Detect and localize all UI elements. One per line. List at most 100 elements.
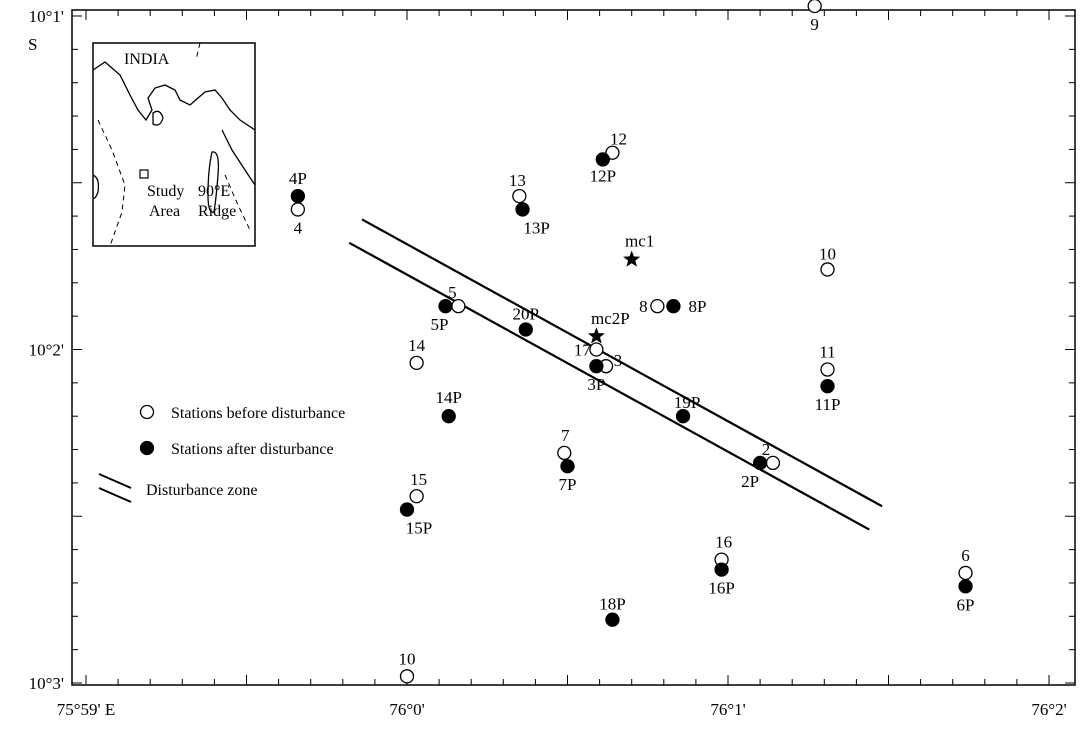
station-before-label: 3	[614, 351, 623, 370]
station-after-label: 7P	[559, 475, 577, 494]
station-after-marker	[958, 579, 973, 594]
station-before-marker	[399, 669, 415, 684]
plot-border	[71, 9, 1076, 686]
station-after-label: 18P	[599, 595, 625, 614]
station-after-marker	[518, 322, 533, 337]
station-before-marker	[807, 0, 822, 14]
inset-ridge-label-1: 90°E	[198, 183, 230, 200]
station-after-marker	[714, 562, 729, 577]
mass-center-label: mc1	[625, 231, 654, 250]
station-before-label: 17	[574, 341, 592, 360]
station-after-label: 12P	[590, 166, 616, 185]
station-after-marker	[399, 502, 415, 517]
station-after-marker	[752, 455, 768, 471]
station-after-label: 20P	[513, 304, 539, 323]
station-before-marker	[512, 188, 527, 204]
y-tick-label: 10°3'	[29, 674, 64, 693]
station-before-label: 13	[509, 171, 526, 190]
station-after-label: 15P	[406, 519, 432, 538]
mass-center-star	[623, 250, 641, 267]
station-after-label: 4P	[289, 169, 307, 188]
axis-labels: 75°59' E 76°0' 76°1' 76°2' 10°1' 10°2' 10°3'	[29, 7, 1067, 719]
station-after-marker	[560, 459, 575, 474]
ridge-outline	[207, 151, 220, 213]
station-before-marker	[650, 298, 665, 314]
station-after-label: 13P	[523, 218, 549, 237]
station-after-label: 6P	[957, 595, 975, 614]
station-before-label: 10	[819, 244, 836, 263]
inset-dashed-left	[97, 119, 126, 247]
station-after-marker	[515, 202, 530, 217]
station-after-label: 3P	[587, 375, 605, 394]
y-hemisphere-label: S	[28, 35, 37, 54]
mass-center-label: mc2P	[591, 309, 630, 328]
disturbance-zone-line1	[361, 218, 883, 508]
x-tick-label: 75°59' E	[57, 700, 116, 719]
station-before-label: 6	[961, 546, 970, 565]
station-after-marker	[441, 409, 456, 424]
mass-center-star	[587, 327, 605, 344]
x-tick-label: 76°2'	[1031, 700, 1066, 719]
legend-before-label: Stations before disturbance	[171, 405, 345, 422]
station-before-label: 16	[715, 533, 732, 552]
station-before-label: 15	[410, 470, 427, 489]
disturbance-zone-line2	[348, 241, 870, 531]
station-after-label: 8P	[688, 297, 706, 316]
inset-study-label-2: Area	[149, 203, 180, 220]
station-after-label: 11P	[815, 395, 841, 414]
station-after-marker	[589, 359, 604, 374]
station-before-marker	[589, 342, 604, 357]
x-tick-label: 76°0'	[389, 700, 424, 719]
station-before-label: 8	[639, 297, 648, 316]
station-before-label: 4	[294, 218, 303, 237]
stations: 9 12 13 4 10 5 8 17 3 14 11 7 2 15 16 6 10 12P 4P 13P 5P 8P 20…	[289, 0, 975, 684]
study-area-marker	[139, 169, 149, 179]
station-before-marker	[290, 202, 306, 217]
station-after-label: 16P	[708, 579, 734, 598]
y-tick-label: 10°2'	[29, 341, 64, 360]
station-before-label: 5	[448, 283, 457, 302]
inset-study-label-1: Study	[147, 183, 184, 200]
inset-country-label: INDIA	[124, 51, 170, 68]
station-after-marker	[438, 298, 453, 314]
station-before-label: 10	[399, 649, 416, 668]
station-after-marker	[675, 409, 691, 424]
station-before-marker	[820, 262, 835, 277]
inset-dashed-right	[195, 42, 251, 231]
station-before-label: 7	[561, 426, 570, 445]
map-frame	[71, 9, 1076, 686]
station-after-label: 2P	[741, 472, 759, 491]
station-before-marker	[765, 455, 781, 471]
station-after-marker	[595, 152, 610, 167]
legend: Stations before disturbance Stations aft…	[98, 404, 345, 503]
legend-after-label: Stations after disturbance	[171, 441, 334, 458]
station-before-marker	[409, 355, 424, 370]
station-after-label: 5P	[431, 315, 449, 334]
inset-ridge-label-2: Ridge	[198, 203, 236, 220]
station-before-label: 2	[762, 440, 771, 459]
station-before-marker	[409, 489, 424, 504]
station-after-marker	[290, 188, 306, 204]
legend-after-marker	[139, 440, 155, 456]
inset-frame	[92, 42, 256, 247]
station-before-marker	[820, 362, 835, 377]
inset-map: INDIA Study Area 90°E Ridge	[92, 42, 256, 247]
sri-lanka-outline	[92, 174, 100, 200]
station-after-label: 14P	[435, 388, 461, 407]
y-tick-label: 10°1'	[29, 7, 64, 26]
station-after-marker	[666, 298, 681, 314]
station-before-label: 14	[408, 336, 426, 355]
station-before-marker	[958, 565, 973, 581]
inset-island	[152, 110, 164, 126]
legend-zone-label: Disturbance zone	[146, 482, 258, 499]
legend-zone-line-2	[98, 487, 132, 503]
station-before-label: 12	[610, 130, 627, 149]
india-coastline	[92, 61, 256, 131]
sumatra-outline	[221, 129, 256, 186]
station-before-label: 11	[819, 343, 835, 362]
station-before-label: 9	[810, 15, 819, 34]
legend-zone-line-1	[98, 473, 132, 489]
x-tick-label: 76°1'	[710, 700, 745, 719]
disturbance-zone	[348, 218, 883, 531]
